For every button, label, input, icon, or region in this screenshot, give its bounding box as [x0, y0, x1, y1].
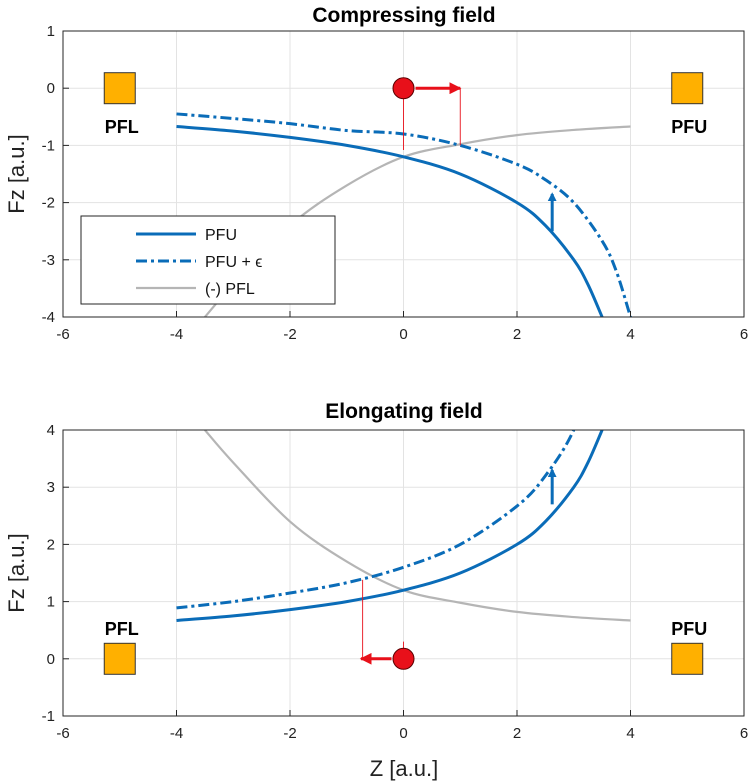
coil-pfl-square [103, 642, 136, 675]
x-tick-label: 2 [513, 725, 521, 742]
x-tick-label: 0 [399, 725, 407, 742]
x-tick-label: -6 [56, 725, 69, 742]
y-tick-label: -2 [42, 195, 55, 212]
legend-label: PFU [205, 227, 237, 244]
legend-label: (-) PFL [205, 281, 255, 298]
y-tick-label: 0 [47, 651, 55, 668]
y-tick-label: -1 [42, 137, 55, 154]
x-tick-label: 2 [513, 326, 521, 343]
x-tick-label: -2 [283, 326, 296, 343]
legend-box [80, 215, 336, 305]
coil-pfl-label: PFL [105, 619, 139, 639]
annotations: PFL PFU [103, 468, 707, 675]
annotations: PFL PFU [103, 72, 707, 232]
coil-pfl-label: PFL [105, 117, 139, 137]
x-tick-label: -2 [283, 725, 296, 742]
series-pfl-line [204, 430, 631, 622]
y-tick-label: -1 [42, 708, 55, 725]
coil-pfl-square [103, 72, 136, 105]
plasma-marker [392, 77, 415, 100]
x-tick-label: -4 [170, 326, 183, 343]
y-tick-label: 1 [47, 23, 55, 40]
legend: PFU PFU + ϵ (-) PFL [80, 215, 336, 305]
coil-pfu-label: PFU [671, 619, 707, 639]
x-tick-label: -4 [170, 725, 183, 742]
plasma-marker [392, 647, 415, 670]
y-tick-label: -4 [42, 309, 55, 326]
x-tick-label: 6 [740, 326, 748, 343]
y-axis-label: Fz [a.u.] [4, 134, 29, 213]
y-tick-label: 1 [47, 594, 55, 611]
chart-title: Elongating field [325, 400, 483, 423]
x-tick-label: 4 [626, 725, 634, 742]
y-tick-label: 3 [47, 479, 55, 496]
x-tick-label: -6 [56, 326, 69, 343]
y-tick-label: 2 [47, 536, 55, 553]
y-tick-label: 0 [47, 80, 55, 97]
x-tick-label: 4 [626, 326, 634, 343]
legend-label: PFU + ϵ [205, 254, 262, 271]
series-lines [176, 430, 631, 622]
chart-title: Compressing field [312, 4, 495, 27]
coil-pfu-label: PFU [671, 117, 707, 137]
series-pfu-line [176, 125, 604, 317]
panel-compressing: Compressing field Fz [a.u.] PFL PFU -6 -4-… [4, 4, 748, 343]
y-tick-label: -3 [42, 252, 55, 269]
coil-pfu-square [671, 72, 704, 105]
tick-labels: -6 -4 -2 0 2 4 6-4-3-2-101 [42, 23, 749, 343]
series-pfu-line [176, 430, 604, 622]
coil-pfu-square [671, 642, 704, 675]
series-pfu-eps-line [176, 112, 632, 317]
tick-labels: -6 -4 -2 0 2 4 6 -1 0 1 2 3 4 [42, 422, 749, 742]
panel-elongating: Elongating field Fz [a.u.] Z [a.u.] PFL P… [4, 400, 749, 781]
y-axis-label: Fz [a.u.] [4, 533, 29, 612]
series-pfu-eps-line [176, 430, 576, 610]
y-tick-label: 4 [47, 422, 55, 439]
x-tick-label: 6 [740, 725, 748, 742]
x-axis-label: Z [a.u.] [370, 756, 438, 781]
x-tick-label: 0 [399, 326, 407, 343]
grid [62, 429, 745, 717]
